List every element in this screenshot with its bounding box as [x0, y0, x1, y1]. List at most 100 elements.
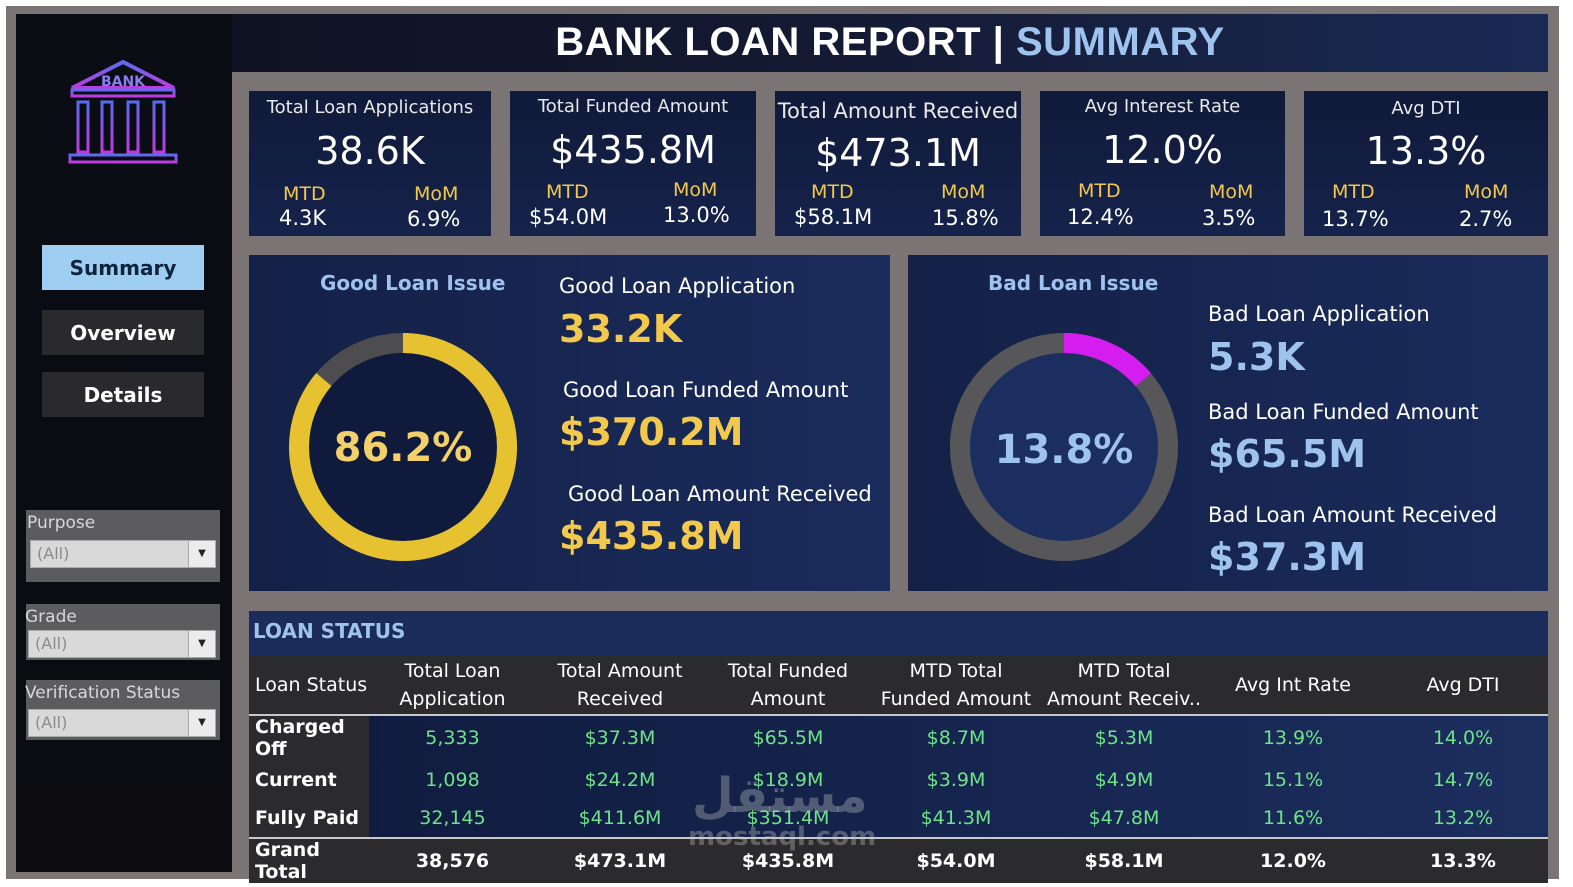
table-cell: $8.7M — [872, 714, 1040, 760]
column-header[interactable]: Total Loan Application — [369, 656, 536, 715]
column-header-line: MTD Total — [909, 660, 1003, 682]
purpose-filter: Purpose (All) ▼ — [26, 510, 220, 582]
chevron-down-icon[interactable]: ▼ — [188, 541, 215, 567]
chevron-down-icon[interactable]: ▼ — [188, 710, 215, 736]
column-header-line: Total Amount — [557, 660, 683, 682]
good-loan-received-value: $435.8M — [559, 514, 744, 558]
table-cell: 13.2% — [1432, 807, 1494, 829]
table-header-row: Loan Status Total Loan Application Total Am… — [249, 656, 1548, 715]
nav-overview-button[interactable]: Overview — [42, 310, 204, 355]
header-bar: BANK LOAN REPORT | SUMMARY — [232, 14, 1548, 72]
table-cell: $435.8M — [704, 837, 872, 883]
kpi-value: $473.1M — [815, 131, 981, 175]
table-cell: $65.5M — [704, 714, 872, 760]
donut-center — [960, 343, 1168, 551]
kpi-mom-value: 15.8% — [932, 206, 999, 230]
table-row[interactable]: Current 1,098 $24.2M $18.9M $3.9M $4.9M 15.1% 1… — [249, 760, 1548, 799]
kpi-card-total-applications: Total Loan Applications 38.6K MTD MoM 4.… — [249, 91, 491, 236]
kpi-mtd-value: $54.0M — [529, 205, 608, 229]
purpose-select[interactable]: (All) ▼ — [30, 540, 216, 568]
grade-select-value: (All) — [35, 634, 68, 653]
table-cell: 15.1% — [1262, 768, 1324, 791]
table-cell: $54.0M — [872, 837, 1040, 883]
kpi-mom-label: MoM — [1209, 181, 1254, 203]
verification-filter: Verification Status (All) ▼ — [25, 680, 220, 740]
loan-status-section: LOAN STATUS Loan Status Total Loan Applica… — [249, 611, 1548, 883]
table-cell: $5.3M — [1040, 714, 1208, 760]
verification-select[interactable]: (All) ▼ — [28, 709, 216, 737]
watermark: مستقل mostaql.com — [688, 770, 876, 852]
logo-text: BANK — [101, 74, 146, 90]
row-label: Fully Paid — [249, 799, 369, 838]
column-header[interactable]: Avg Int Rate — [1208, 656, 1378, 715]
kpi-card-avg-interest: Avg Interest Rate 12.0% MTD MoM 12.4% 3.… — [1040, 91, 1285, 236]
kpi-title: Total Funded Amount — [537, 96, 729, 117]
column-header[interactable]: Total Funded Amount — [704, 656, 872, 715]
kpi-mom-label: MoM — [1464, 181, 1509, 203]
table-cell: 1,098 — [425, 768, 480, 791]
kpi-value: 13.3% — [1365, 129, 1487, 173]
purpose-filter-label: Purpose — [27, 513, 96, 533]
watermark-arabic: مستقل — [692, 768, 868, 824]
kpi-mom-label: MoM — [414, 183, 459, 205]
grade-select[interactable]: (All) ▼ — [28, 630, 216, 658]
kpi-mom-label: MoM — [941, 181, 986, 203]
column-header[interactable]: MTD Total Amount Receiv.. — [1040, 656, 1208, 715]
chevron-down-icon[interactable]: ▼ — [188, 631, 215, 657]
good-loan-percent: 86.2% — [334, 425, 473, 471]
page-title: BANK LOAN REPORT | SUMMARY — [232, 20, 1548, 65]
table-row[interactable]: Charged Off 5,333 $37.3M $65.5M $8.7M $5.3M 13… — [249, 714, 1548, 760]
row-label: Current — [249, 760, 369, 799]
column-header-line: Total Loan — [404, 660, 501, 682]
nav-summary-button[interactable]: Summary — [42, 245, 204, 290]
title-accent: SUMMARY — [1016, 20, 1225, 64]
column-header[interactable]: Total Amount Received — [536, 656, 704, 715]
table-row[interactable]: Fully Paid 32,145 $411.6M $351.4M $41.3M $47.… — [249, 799, 1548, 838]
kpi-mtd-value: $58.1M — [794, 205, 873, 229]
kpi-mtd-label: MTD — [1332, 181, 1375, 203]
nav-details-button[interactable]: Details — [42, 372, 204, 417]
bad-loan-funded-label: Bad Loan Funded Amount — [1208, 400, 1479, 424]
table-cell: $351.4M — [746, 807, 830, 829]
grade-filter: Grade (All) ▼ — [25, 604, 220, 660]
kpi-title: Total Amount Received — [777, 99, 1019, 123]
column-header[interactable]: Loan Status — [249, 656, 369, 715]
loan-status-table: Loan Status Total Loan Application Total Am… — [249, 656, 1548, 883]
table-cell: 11.6% — [1262, 807, 1324, 829]
kpi-card-amount-received: Total Amount Received $473.1M MTD MoM $5… — [775, 91, 1021, 236]
bad-loan-title: Bad Loan Issue — [988, 271, 1159, 295]
watermark-url: mostaql.com — [688, 822, 877, 852]
table-cell: 12.0% — [1208, 837, 1378, 883]
kpi-value: 12.0% — [1102, 128, 1223, 172]
verification-filter-label: Verification Status — [25, 683, 181, 703]
row-label: Charged Off — [249, 714, 369, 760]
good-loan-donut: 86.2% — [289, 333, 517, 561]
table-cell: 38,576 — [369, 837, 536, 883]
kpi-card-funded-amount: Total Funded Amount $435.8M MTD MoM $54.… — [510, 91, 756, 236]
good-loan-received-label: Good Loan Amount Received — [568, 482, 872, 506]
title-main: BANK LOAN REPORT | — [555, 20, 1005, 64]
good-loan-funded-value: $370.2M — [559, 410, 744, 454]
column-header-line: Avg Int Rate — [1235, 674, 1351, 696]
table-cell: 5,333 — [369, 714, 536, 760]
bank-icon: BANK — [68, 59, 178, 164]
kpi-mom-label: MoM — [673, 179, 718, 201]
donut-arc — [950, 333, 1178, 561]
good-loan-title: Good Loan Issue — [320, 271, 506, 295]
good-loan-panel: Good Loan Issue 86.2% Good Loan Applicat… — [249, 255, 890, 591]
column-header[interactable]: MTD Total Funded Amount — [872, 656, 1040, 715]
table-cell: 13.9% — [1208, 714, 1378, 760]
kpi-title: Avg Interest Rate — [1084, 96, 1241, 117]
bad-loan-received-label: Bad Loan Amount Received — [1208, 503, 1498, 527]
kpi-value: $435.8M — [550, 128, 716, 172]
kpi-title: Total Loan Applications — [266, 97, 474, 118]
column-header-line: Loan Status — [255, 674, 368, 696]
column-header-line: Amount — [750, 688, 826, 710]
column-header-line: Received — [576, 688, 664, 710]
kpi-mtd-label: MTD — [1078, 180, 1121, 202]
kpi-card-avg-dti: Avg DTI 13.3% MTD MoM 13.7% 2.7% — [1304, 91, 1548, 236]
table-cell: $3.9M — [926, 768, 986, 791]
table-cell: $4.9M — [1094, 768, 1154, 791]
kpi-mtd-label: MTD — [283, 183, 326, 205]
column-header[interactable]: Avg DTI — [1378, 656, 1548, 715]
